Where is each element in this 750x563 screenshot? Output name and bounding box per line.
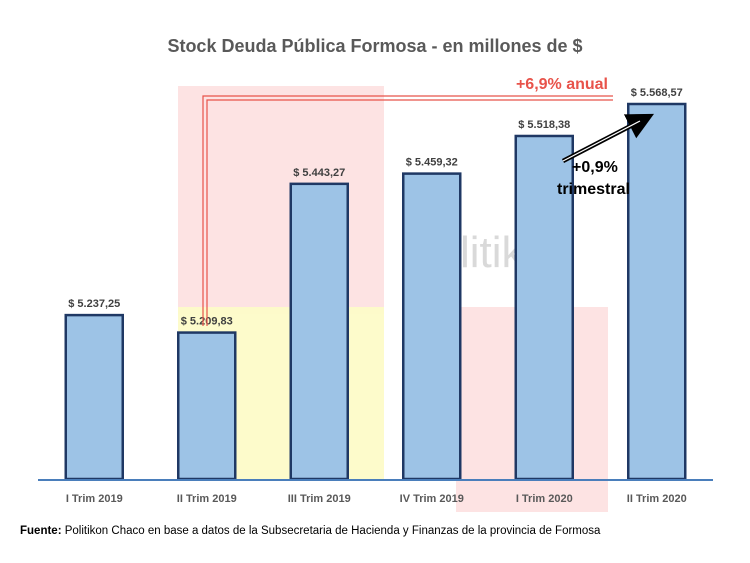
bar-1: [64, 313, 124, 481]
quarterly-growth-label: +0,9%: [572, 159, 618, 176]
category-label-3: III Trim 2019: [288, 493, 351, 505]
source-label: Fuente:: [20, 525, 62, 537]
bar-5: [514, 134, 574, 481]
category-label-5: I Trim 2020: [516, 493, 573, 505]
source-text: Politikon Chaco en base a datos de la Su…: [61, 525, 601, 537]
value-label-5: $ 5.518,38: [518, 119, 570, 131]
category-label-4: IV Trim 2019: [400, 493, 464, 505]
value-label-4: $ 5.459,32: [406, 157, 458, 169]
category-label-6: II Trim 2020: [627, 493, 687, 505]
bars: [64, 102, 687, 481]
value-label-6: $ 5.568,57: [631, 87, 683, 99]
annual-bracket-outer: [202, 95, 613, 326]
quarterly-arrow-highlight: [562, 120, 641, 162]
value-labels: $ 5.237,25$ 5.209,83$ 5.443,27$ 5.459,32…: [68, 87, 683, 328]
value-label-3: $ 5.443,27: [293, 167, 345, 179]
value-label-1: $ 5.237,25: [68, 298, 120, 310]
category-label-1: I Trim 2019: [66, 493, 123, 505]
chart-title: Stock Deuda Pública Formosa - en millone…: [167, 36, 583, 56]
bar-2: [177, 331, 237, 481]
source-footnote: Fuente: Politikon Chaco en base a datos …: [20, 525, 740, 537]
bar-6: [627, 102, 687, 481]
annotations: +6,9% anual +0,9% trimestral: [202, 76, 654, 326]
annual-growth-label: +6,9% anual: [516, 76, 608, 93]
category-label-2: II Trim 2019: [177, 493, 237, 505]
bar-4: [402, 172, 462, 481]
bar-3: [289, 182, 349, 481]
quarterly-growth-sublabel: trimestral: [557, 181, 630, 198]
x-axis: I Trim 2019 II Trim 2019 III Trim 2019 IV T…: [38, 479, 713, 505]
annual-bracket-inner: [206, 99, 613, 326]
bg-block-red-left: [178, 86, 384, 314]
